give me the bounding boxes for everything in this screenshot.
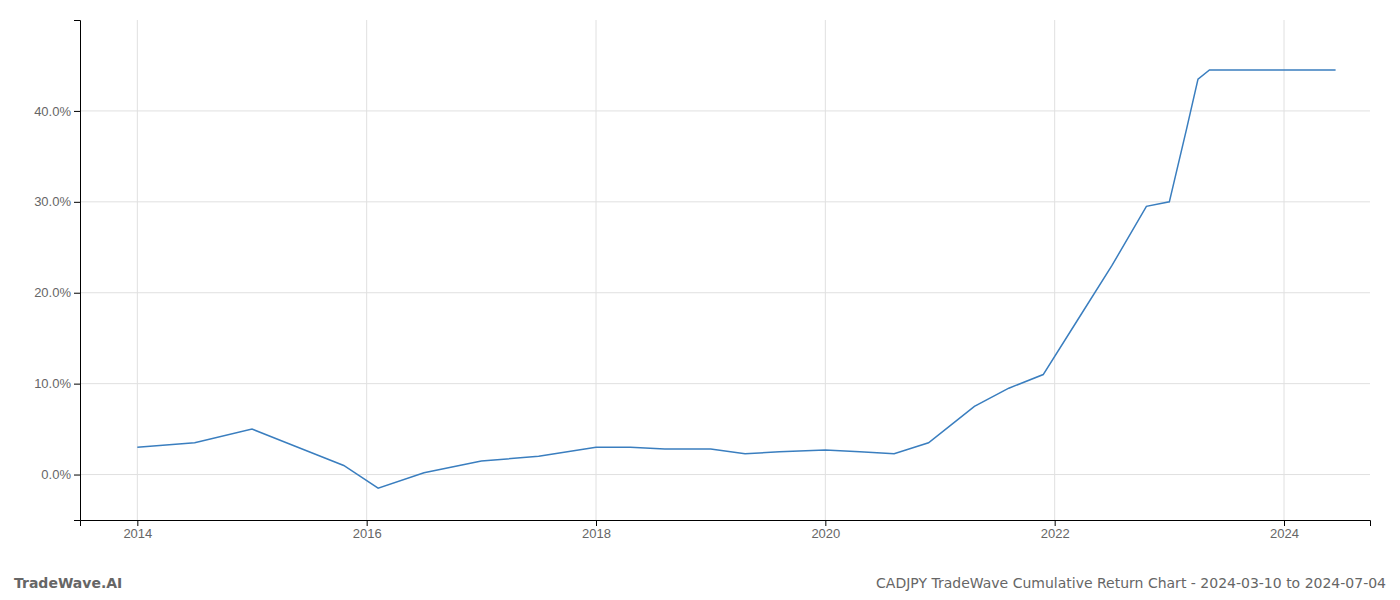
tick-mark — [1055, 520, 1056, 526]
tick: 2022 — [1041, 520, 1070, 541]
tick: 20.0% — [34, 285, 80, 300]
tick-label: 2022 — [1041, 526, 1070, 541]
x-axis: 2014 2016 2018 2020 2022 2024 — [81, 520, 1371, 541]
tick-label: 2016 — [353, 526, 382, 541]
tick-label: 2024 — [1270, 526, 1299, 541]
tick-label: 10.0% — [34, 376, 71, 391]
tick-mark — [74, 202, 80, 203]
marks — [137, 70, 1335, 488]
grid-line — [80, 474, 1370, 475]
grid-line — [1054, 20, 1055, 520]
tick-label: 0.0% — [41, 467, 71, 482]
grid-line — [80, 201, 1370, 202]
tick-label: 2020 — [811, 526, 840, 541]
tick: 2018 — [582, 520, 611, 541]
tick-mark — [74, 384, 80, 385]
y-axis: 0.0% 10.0% 20.0% 30.0% 40.0% — [34, 21, 80, 521]
grid-line — [80, 292, 1370, 293]
grid-line — [137, 20, 138, 520]
tick-label: 20.0% — [34, 285, 71, 300]
tick: 2020 — [811, 520, 840, 541]
tick: 40.0% — [34, 104, 80, 119]
tick-mark — [74, 475, 80, 476]
grid-line — [1284, 20, 1285, 520]
title: CADJPY TradeWave Cumulative Return Chart… — [876, 575, 1386, 591]
chart: 2014 2016 2018 2020 2022 2024 0.0% 10.0% 20.0% 30… — [0, 0, 1400, 600]
plot-area: 2014 2016 2018 2020 2022 2024 0.0% 10.0% 20.0% 30… — [34, 20, 1370, 541]
tick: 2014 — [123, 520, 152, 541]
tick-label: 40.0% — [34, 104, 71, 119]
tick-mark — [137, 520, 138, 526]
tick-mark — [74, 293, 80, 294]
grid-line — [80, 383, 1370, 384]
tick-mark — [74, 111, 80, 112]
tick-mark — [367, 520, 368, 526]
grid-line — [366, 20, 367, 520]
tick: 0.0% — [41, 467, 80, 482]
grid-line — [596, 20, 597, 520]
tick: 10.0% — [34, 376, 80, 391]
tick: 30.0% — [34, 194, 80, 209]
axis-line — [81, 521, 1371, 527]
tick-label: 2018 — [582, 526, 611, 541]
grid — [80, 20, 1370, 520]
watermark: TradeWave.AI — [14, 575, 122, 591]
grid-line — [80, 110, 1370, 111]
tick-mark — [1284, 520, 1285, 526]
tick: 2024 — [1270, 520, 1299, 541]
grid-line — [825, 20, 826, 520]
tick: 2016 — [353, 520, 382, 541]
tick-mark — [596, 520, 597, 526]
tick-label: 30.0% — [34, 194, 71, 209]
tick-label: 2014 — [123, 526, 152, 541]
tick-mark — [825, 520, 826, 526]
line — [137, 70, 1335, 488]
axis-line — [74, 21, 81, 521]
